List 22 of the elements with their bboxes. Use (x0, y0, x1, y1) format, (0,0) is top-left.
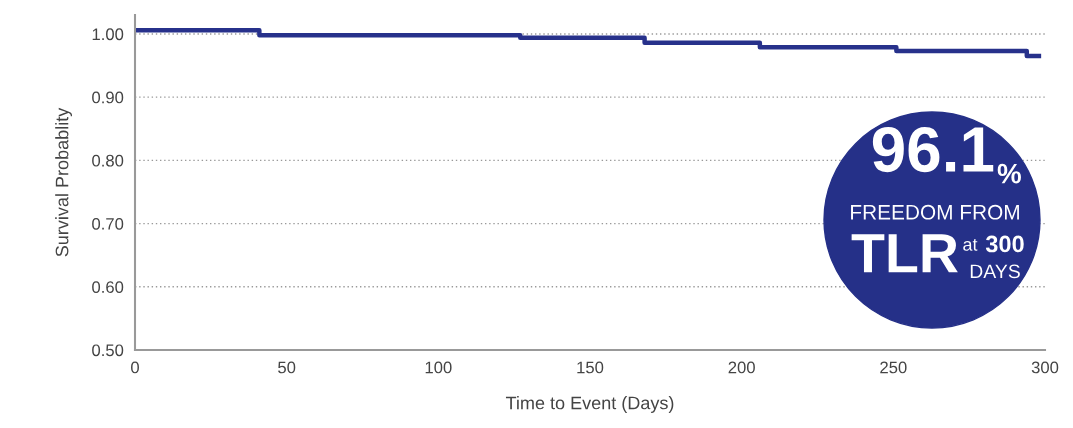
annotation: 96.1 (872, 126, 994, 173)
y-tick-label: 0.50 (92, 344, 124, 357)
y-tick-label: 0.60 (92, 281, 124, 293)
x-tick-label: 100 (425, 361, 452, 374)
x-tick-label: 0 (131, 361, 139, 374)
y-tick-label: 0.90 (92, 91, 124, 104)
annotation: FREEDOM FROM (851, 204, 1019, 220)
y-tick-label: 0.70 (92, 217, 124, 230)
x-tick-label: 150 (577, 361, 604, 374)
x-tick-label: 200 (728, 361, 755, 374)
x-tick-label: 250 (880, 361, 907, 374)
annotation: 300 (985, 235, 1024, 253)
annotation: % (997, 163, 1021, 184)
y-tick-label: 1.00 (92, 28, 124, 41)
annotation: DAYS (970, 264, 1020, 279)
annotation: TLR (851, 234, 958, 273)
x-axis-title: Time to Event (Days) (505, 396, 674, 413)
x-tick-label: 300 (1031, 361, 1059, 374)
x-tick-label: 50 (278, 361, 296, 374)
y-axis-title: Survival Probablity (55, 107, 73, 257)
y-tick-label: 0.80 (92, 154, 124, 167)
annotation: at (963, 238, 978, 251)
